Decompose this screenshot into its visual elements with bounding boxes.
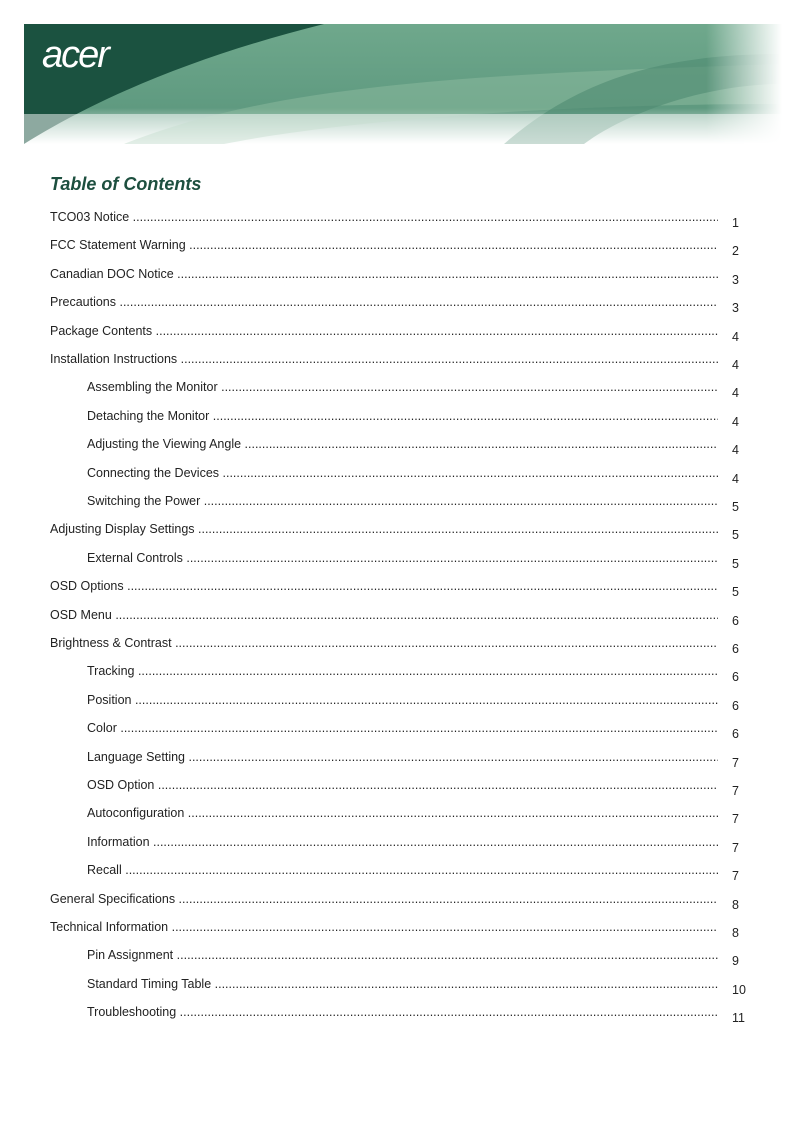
toc-entry[interactable]: General Specifications 8 <box>50 892 739 912</box>
toc-entry-label: Detaching the Monitor <box>87 409 718 423</box>
toc-entry-page: 3 <box>732 301 739 316</box>
toc-entry-label: FCC Statement Warning <box>50 238 718 252</box>
toc-entry[interactable]: FCC Statement Warning 2 <box>50 238 739 258</box>
toc-entry[interactable]: TCO03 Notice 1 <box>50 210 739 230</box>
toc-entry-label: Color <box>87 721 718 735</box>
toc-entry[interactable]: External Controls 5 <box>87 551 739 571</box>
toc-entry-label: TCO03 Notice <box>50 210 718 224</box>
toc-entry-label: Troubleshooting <box>87 1005 718 1019</box>
toc-entry-page: 9 <box>732 954 739 969</box>
toc-entry[interactable]: Installation Instructions 4 <box>50 352 739 372</box>
header-banner <box>24 24 782 144</box>
toc-entry-label: Position <box>87 693 718 707</box>
toc-entry-page: 4 <box>732 358 739 372</box>
toc-entry-label: Pin Assignment <box>87 948 718 962</box>
toc-entry[interactable]: Information 7 <box>87 835 739 855</box>
toc-entry[interactable]: Detaching the Monitor 4 <box>87 409 739 429</box>
toc-entry-label: Brightness & Contrast <box>50 636 718 650</box>
toc-entry[interactable]: OSD Option 7 <box>87 778 739 798</box>
toc-entry[interactable]: Autoconfiguration 7 <box>87 806 739 826</box>
acer-logo: acer <box>42 34 110 76</box>
toc-entry[interactable]: Adjusting Display Settings 5 <box>50 522 739 542</box>
toc-entry-label: Language Setting <box>87 750 718 764</box>
toc-entry-page: 5 <box>732 585 739 600</box>
toc-entry-page: 10 <box>732 982 746 997</box>
toc-entry-page: 6 <box>732 698 739 713</box>
toc-entry-page: 8 <box>732 926 739 940</box>
toc-entry[interactable]: Troubleshooting 11 <box>87 1005 745 1025</box>
toc-entry-label: OSD Options <box>50 579 718 593</box>
toc-entry[interactable]: Connecting the Devices 4 <box>87 466 739 486</box>
toc-entry-label: Canadian DOC Notice <box>50 267 718 281</box>
toc-entry-page: 5 <box>732 528 739 543</box>
toc-entry-page: 7 <box>732 869 739 884</box>
toc-entry-page: 6 <box>732 642 739 656</box>
toc-entry-label: Installation Instructions <box>50 352 718 366</box>
toc-entry[interactable]: Precautions 3 <box>50 295 739 315</box>
toc-entry-label: Autoconfiguration <box>87 806 718 820</box>
toc-entry-page: 7 <box>732 784 739 798</box>
toc-entry-page: 3 <box>732 272 739 287</box>
toc-entry[interactable]: Adjusting the Viewing Angle 4 <box>87 437 739 457</box>
toc-entry[interactable]: Pin Assignment 9 <box>87 948 739 968</box>
toc-entry-page: 4 <box>732 329 739 344</box>
toc-entry[interactable]: OSD Options 5 <box>50 579 739 599</box>
toc-entry-page: 4 <box>732 471 739 486</box>
toc-entry-page: 6 <box>732 670 739 685</box>
toc-entry-page: 8 <box>732 897 739 912</box>
toc-entry-label: Technical Information <box>50 920 718 934</box>
toc-entry-label: Adjusting the Viewing Angle <box>87 437 718 451</box>
toc-entry-page: 4 <box>732 443 739 458</box>
toc-entry[interactable]: OSD Menu 6 <box>50 608 739 628</box>
toc-entry-page: 2 <box>732 244 739 259</box>
toc-entry-label: General Specifications <box>50 892 718 906</box>
toc-entry-label: External Controls <box>87 551 718 565</box>
toc-entry-page: 1 <box>732 216 739 230</box>
toc-entry[interactable]: Switching the Power 5 <box>87 494 739 514</box>
toc-entry[interactable]: Brightness & Contrast 6 <box>50 636 739 656</box>
toc-entry-page: 4 <box>732 414 739 429</box>
toc-entry-page: 6 <box>732 727 739 742</box>
toc-entry-page: 5 <box>732 556 739 571</box>
toc-entry-label: Adjusting Display Settings <box>50 522 718 536</box>
toc-entry-label: Precautions <box>50 295 718 309</box>
toc-entry-label: Information <box>87 835 718 849</box>
toc-entry[interactable]: Color 6 <box>87 721 739 741</box>
toc-entry-label: Package Contents <box>50 324 718 338</box>
toc-entry[interactable]: Language Setting 7 <box>87 750 739 770</box>
toc-entry[interactable]: Tracking 6 <box>87 664 739 684</box>
toc-entry[interactable]: Assembling the Monitor 4 <box>87 380 739 400</box>
toc-entry[interactable]: Recall 7 <box>87 863 739 883</box>
toc-entry[interactable]: Standard Timing Table 10 <box>87 977 746 997</box>
toc-entry-label: Connecting the Devices <box>87 466 718 480</box>
toc-entry-label: OSD Option <box>87 778 718 792</box>
toc-entry-label: Switching the Power <box>87 494 718 508</box>
toc-entry-page: 11 <box>732 1011 745 1026</box>
toc-entry-page: 5 <box>732 500 739 514</box>
toc-entry[interactable]: Package Contents 4 <box>50 324 739 344</box>
page-title: Table of Contents <box>50 174 202 194</box>
toc-entry-page: 7 <box>732 755 739 770</box>
toc-entry-label: Standard Timing Table <box>87 977 718 991</box>
toc-entry-label: Tracking <box>87 664 718 678</box>
toc-entry-page: 7 <box>732 812 739 827</box>
toc-entry[interactable]: Position 6 <box>87 693 739 713</box>
toc-entry[interactable]: Technical Information 8 <box>50 920 739 940</box>
toc-entry-label: Assembling the Monitor <box>87 380 718 394</box>
toc-entry-label: OSD Menu <box>50 608 718 622</box>
toc-entry-page: 7 <box>732 840 739 855</box>
toc-entry[interactable]: Canadian DOC Notice 3 <box>50 267 739 287</box>
toc-entry-label: Recall <box>87 863 718 877</box>
toc-entry-page: 4 <box>732 386 739 401</box>
toc-entry-page: 6 <box>732 613 739 628</box>
